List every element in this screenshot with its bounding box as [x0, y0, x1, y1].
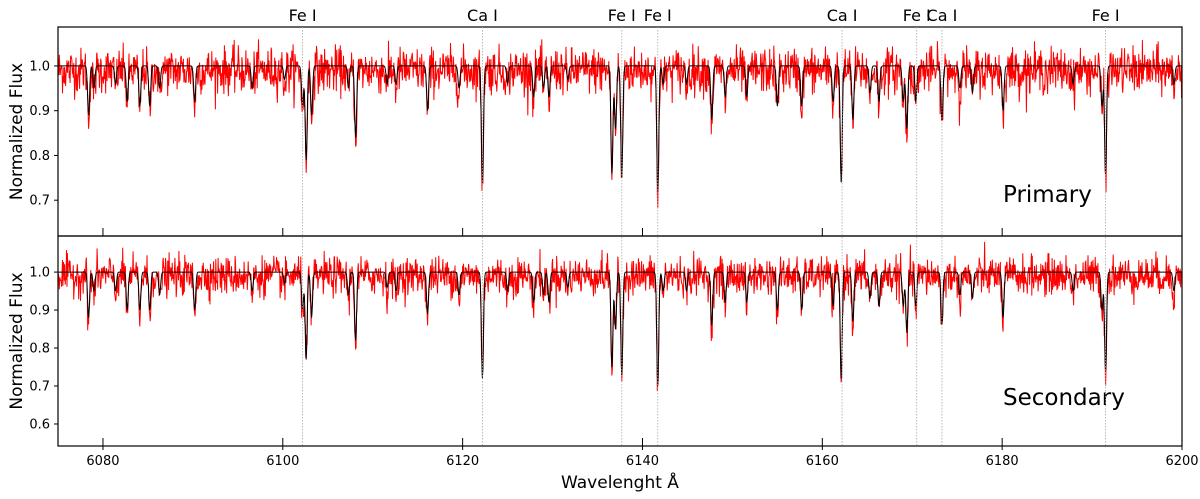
y-axis-label: Normalized Flux — [7, 63, 27, 200]
panel-label-secondary: Secondary — [1003, 385, 1125, 411]
line-marker-label: Fe I — [644, 6, 672, 25]
panel-label-primary: Primary — [1003, 182, 1092, 208]
line-marker-label: Fe I — [608, 6, 636, 25]
observed-spectrum-line — [58, 241, 1182, 392]
x-tick-label: 6200 — [1165, 454, 1198, 469]
y-tick-label: 0.8 — [29, 342, 50, 357]
y-tick-label: 0.6 — [29, 417, 50, 432]
line-marker-label: Fe I — [1092, 6, 1120, 25]
y-tick-label: 0.9 — [29, 304, 50, 319]
x-tick-label: 6140 — [626, 454, 659, 469]
line-marker-label: Fe I — [903, 6, 931, 25]
x-tick-label: 6180 — [986, 454, 1019, 469]
line-marker-label: Fe I — [289, 6, 317, 25]
plot-area — [58, 39, 1182, 209]
x-tick-label: 6080 — [86, 454, 119, 469]
y-tick-label: 0.8 — [29, 149, 50, 164]
y-tick-label: 0.7 — [29, 194, 50, 209]
line-marker-label: Ca I — [927, 6, 958, 25]
y-tick-label: 1.0 — [29, 266, 50, 281]
y-tick-label: 0.7 — [29, 380, 50, 395]
plot-area — [58, 241, 1182, 392]
model-spectrum-line — [58, 65, 1182, 192]
y-axis-label: Normalized Flux — [7, 272, 27, 409]
x-tick-label: 6100 — [266, 454, 299, 469]
x-tick-label: 6120 — [446, 454, 479, 469]
x-axis-label: Wavelenght Å — [561, 471, 679, 493]
y-tick-label: 1.0 — [29, 59, 50, 74]
model-spectrum-line — [58, 271, 1182, 387]
y-tick-label: 0.9 — [29, 104, 50, 119]
x-tick-label: 6160 — [806, 454, 839, 469]
panel-frame — [57, 235, 1183, 447]
line-marker-label: Ca I — [467, 6, 498, 25]
line-marker-label: Ca I — [827, 6, 858, 25]
